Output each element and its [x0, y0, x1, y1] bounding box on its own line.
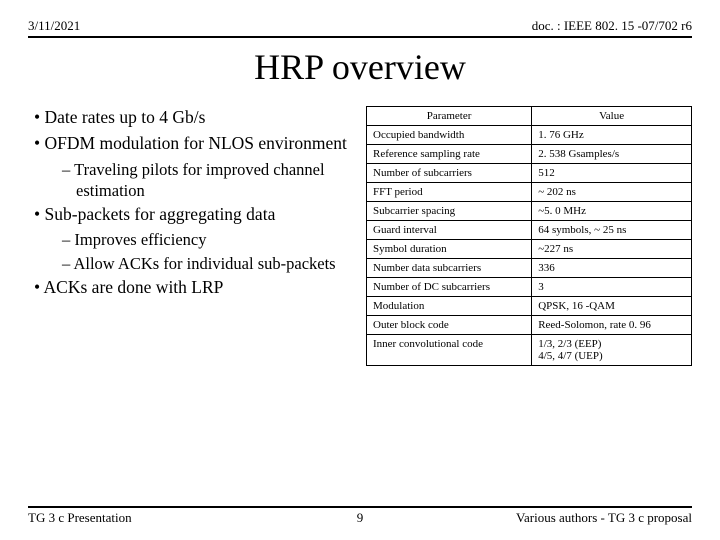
table-cell: Guard interval: [367, 221, 532, 240]
bullet-item: Allow ACKs for individual sub-packets: [28, 253, 348, 274]
header-date: 3/11/2021: [28, 18, 80, 34]
table-cell: Number of DC subcarriers: [367, 278, 532, 297]
table-cell: 2. 538 Gsamples/s: [532, 145, 692, 164]
content-area: Date rates up to 4 Gb/s OFDM modulation f…: [28, 106, 692, 366]
table-cell: 1/3, 2/3 (EEP) 4/5, 4/7 (UEP): [532, 335, 692, 366]
table-cell: Reference sampling rate: [367, 145, 532, 164]
table-cell: Symbol duration: [367, 240, 532, 259]
table-cell: Modulation: [367, 297, 532, 316]
page-title: HRP overview: [28, 46, 692, 88]
bullet-item: OFDM modulation for NLOS environment: [28, 132, 348, 154]
table-cell: Occupied bandwidth: [367, 126, 532, 145]
table-header-value: Value: [532, 107, 692, 126]
table-row: Number of DC subcarriers3: [367, 278, 692, 297]
table-cell: ~5. 0 MHz: [532, 202, 692, 221]
table-row: Subcarrier spacing~5. 0 MHz: [367, 202, 692, 221]
table-row: Symbol duration~227 ns: [367, 240, 692, 259]
table-cell: Reed-Solomon, rate 0. 96: [532, 316, 692, 335]
table-cell: Inner convolutional code: [367, 335, 532, 366]
bullet-item: Sub-packets for aggregating data: [28, 203, 348, 225]
table-header-parameter: Parameter: [367, 107, 532, 126]
table-row: Occupied bandwidth1. 76 GHz: [367, 126, 692, 145]
table-row: ModulationQPSK, 16 -QAM: [367, 297, 692, 316]
bullet-list: Date rates up to 4 Gb/s OFDM modulation f…: [28, 106, 348, 366]
table-cell: 336: [532, 259, 692, 278]
table-cell: Outer block code: [367, 316, 532, 335]
table-cell: QPSK, 16 -QAM: [532, 297, 692, 316]
table-cell: Number of subcarriers: [367, 164, 532, 183]
table-cell: FFT period: [367, 183, 532, 202]
parameter-table-wrap: Parameter Value Occupied bandwidth1. 76 …: [366, 106, 692, 366]
bullet-item: ACKs are done with LRP: [28, 276, 348, 298]
footer-right: Various authors - TG 3 c proposal: [516, 510, 692, 526]
table-cell: 3: [532, 278, 692, 297]
table-cell: 512: [532, 164, 692, 183]
table-cell: Subcarrier spacing: [367, 202, 532, 221]
table-row: Outer block codeReed-Solomon, rate 0. 96: [367, 316, 692, 335]
table-cell: 64 symbols, ~ 25 ns: [532, 221, 692, 240]
table-cell: 1. 76 GHz: [532, 126, 692, 145]
table-row: Reference sampling rate2. 538 Gsamples/s: [367, 145, 692, 164]
page-number: 9: [357, 510, 364, 526]
header-row: 3/11/2021 doc. : IEEE 802. 15 -07/702 r6: [28, 18, 692, 38]
table-cell: ~227 ns: [532, 240, 692, 259]
footer-left: TG 3 c Presentation: [28, 510, 132, 526]
table-row: Number of subcarriers512: [367, 164, 692, 183]
bullet-item: Date rates up to 4 Gb/s: [28, 106, 348, 128]
table-row: FFT period~ 202 ns: [367, 183, 692, 202]
bullet-item: Improves efficiency: [28, 229, 348, 250]
parameter-table: Parameter Value Occupied bandwidth1. 76 …: [366, 106, 692, 366]
table-cell: ~ 202 ns: [532, 183, 692, 202]
table-row: Guard interval64 symbols, ~ 25 ns: [367, 221, 692, 240]
table-row: Number data subcarriers336: [367, 259, 692, 278]
header-docref: doc. : IEEE 802. 15 -07/702 r6: [532, 18, 692, 34]
table-row: Inner convolutional code1/3, 2/3 (EEP) 4…: [367, 335, 692, 366]
bullet-item: Traveling pilots for improved channel es…: [28, 159, 348, 201]
table-cell: Number data subcarriers: [367, 259, 532, 278]
